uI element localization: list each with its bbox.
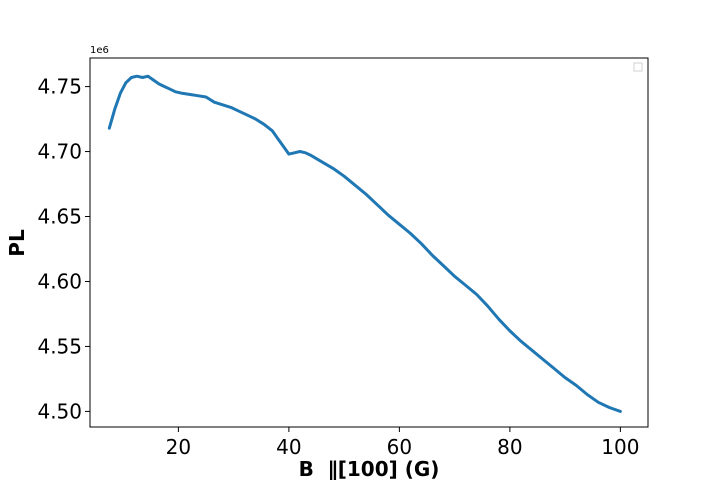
y-tick-label: 4.70: [37, 140, 82, 164]
x-tick-label: 40: [276, 435, 301, 459]
y-tick-label: 4.75: [37, 75, 82, 99]
series-line: [107, 74, 622, 413]
x-tick-label: 60: [387, 435, 412, 459]
x-tick-label: 80: [497, 435, 522, 459]
y-tick-label: 4.55: [37, 334, 82, 358]
y-offset-label: 1e6: [90, 45, 109, 56]
y-axis-label: PL: [5, 229, 29, 257]
plot-frame: [89, 57, 649, 428]
x-tick-label: 100: [601, 435, 639, 459]
x-axis-ticks: 20 40 60 80 100: [166, 427, 639, 459]
plot-area: [90, 58, 648, 427]
y-axis-ticks: 4.50 4.55 4.60 4.65 4.70 4.75: [37, 75, 90, 423]
x-axis-label: B ∥[100] (G): [299, 457, 440, 480]
y-tick-label: 4.65: [37, 205, 82, 229]
y-tick-label: 4.50: [37, 399, 82, 423]
legend-box: [633, 62, 643, 72]
x-tick-label: 20: [166, 435, 191, 459]
y-tick-label: 4.60: [37, 269, 82, 293]
